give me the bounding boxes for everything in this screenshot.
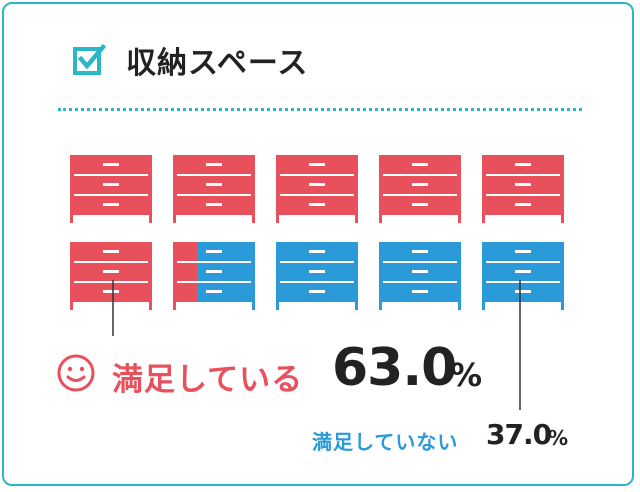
chart-title: 収納スペース — [126, 46, 309, 81]
chart-header: 収納スペース — [72, 38, 308, 82]
drawer-icon — [276, 155, 358, 223]
drawer-icon — [379, 155, 461, 223]
dotted-divider — [58, 108, 582, 111]
smile-icon — [57, 354, 95, 392]
drawer-icon — [276, 242, 358, 310]
drawer-icon — [482, 155, 564, 223]
drawer-icon — [70, 155, 152, 223]
drawer-icon — [482, 242, 564, 310]
drawer-icon — [173, 242, 255, 310]
satisfied-value: 63.0 — [332, 338, 457, 398]
drawer-icon — [173, 155, 255, 223]
drawer-icon — [70, 242, 152, 310]
checkbox-checked-icon — [73, 43, 107, 75]
unsatisfied-unit: % — [548, 426, 569, 450]
drawer-icon — [379, 242, 461, 310]
unsatisfied-value: 37.0 — [486, 418, 552, 451]
unsatisfied-label: 満足していない — [312, 430, 459, 454]
satisfied-unit: % — [450, 356, 483, 394]
satisfied-label: 満足している — [112, 362, 304, 398]
